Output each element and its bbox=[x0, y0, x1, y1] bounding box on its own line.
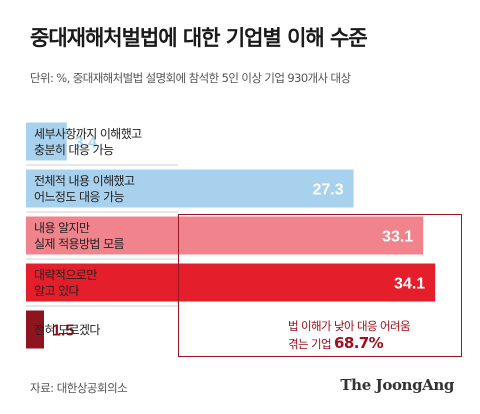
source-note: 자료: 대한상공회의소 bbox=[30, 381, 128, 395]
chart-title: 중대재해처벌법에 대한 기업별 이해 수준 bbox=[30, 26, 368, 50]
highlight-box bbox=[178, 214, 462, 357]
category-label: 대략적으로만 알고 있다 bbox=[34, 268, 97, 298]
value-label: 27.3 bbox=[312, 182, 343, 199]
annotation-prefix: 겪는 기업 bbox=[288, 337, 335, 351]
annotation-line1: 법 이해가 낮아 대응 어려움 bbox=[288, 319, 411, 333]
brand-logo: The JoongAng bbox=[340, 376, 454, 394]
category-label: 내용 알지만 실제 적용방법 모름 bbox=[34, 221, 125, 251]
annotation-value: 68.7% bbox=[334, 334, 384, 352]
value-label: 34.1 bbox=[394, 276, 425, 293]
category-label: 세부사항까지 이해했고 충분히 대응 가능 bbox=[34, 127, 142, 157]
value-label: 3.4 bbox=[75, 135, 97, 152]
category-label: 전혀 모르겠다 bbox=[34, 323, 100, 337]
annotation-line2: 겪는 기업 68.7% bbox=[288, 335, 410, 353]
value-label: 1.5 bbox=[52, 323, 74, 340]
bar bbox=[26, 216, 424, 255]
bar bbox=[26, 169, 354, 208]
bar bbox=[26, 263, 436, 302]
annotation-callout: 법 이해가 낮아 대응 어려움 겪는 기업 68.7% bbox=[288, 318, 411, 353]
chart-subtitle: 단위: %, 중대재해처벌법 설명회에 참석한 5인 이상 기업 930개사 대… bbox=[30, 71, 351, 85]
bar bbox=[26, 122, 67, 161]
category-label: 전체적 내용 이해했고 어느정도 대응 가능 bbox=[34, 174, 135, 204]
bar bbox=[26, 310, 44, 349]
value-label: 33.1 bbox=[382, 229, 413, 246]
